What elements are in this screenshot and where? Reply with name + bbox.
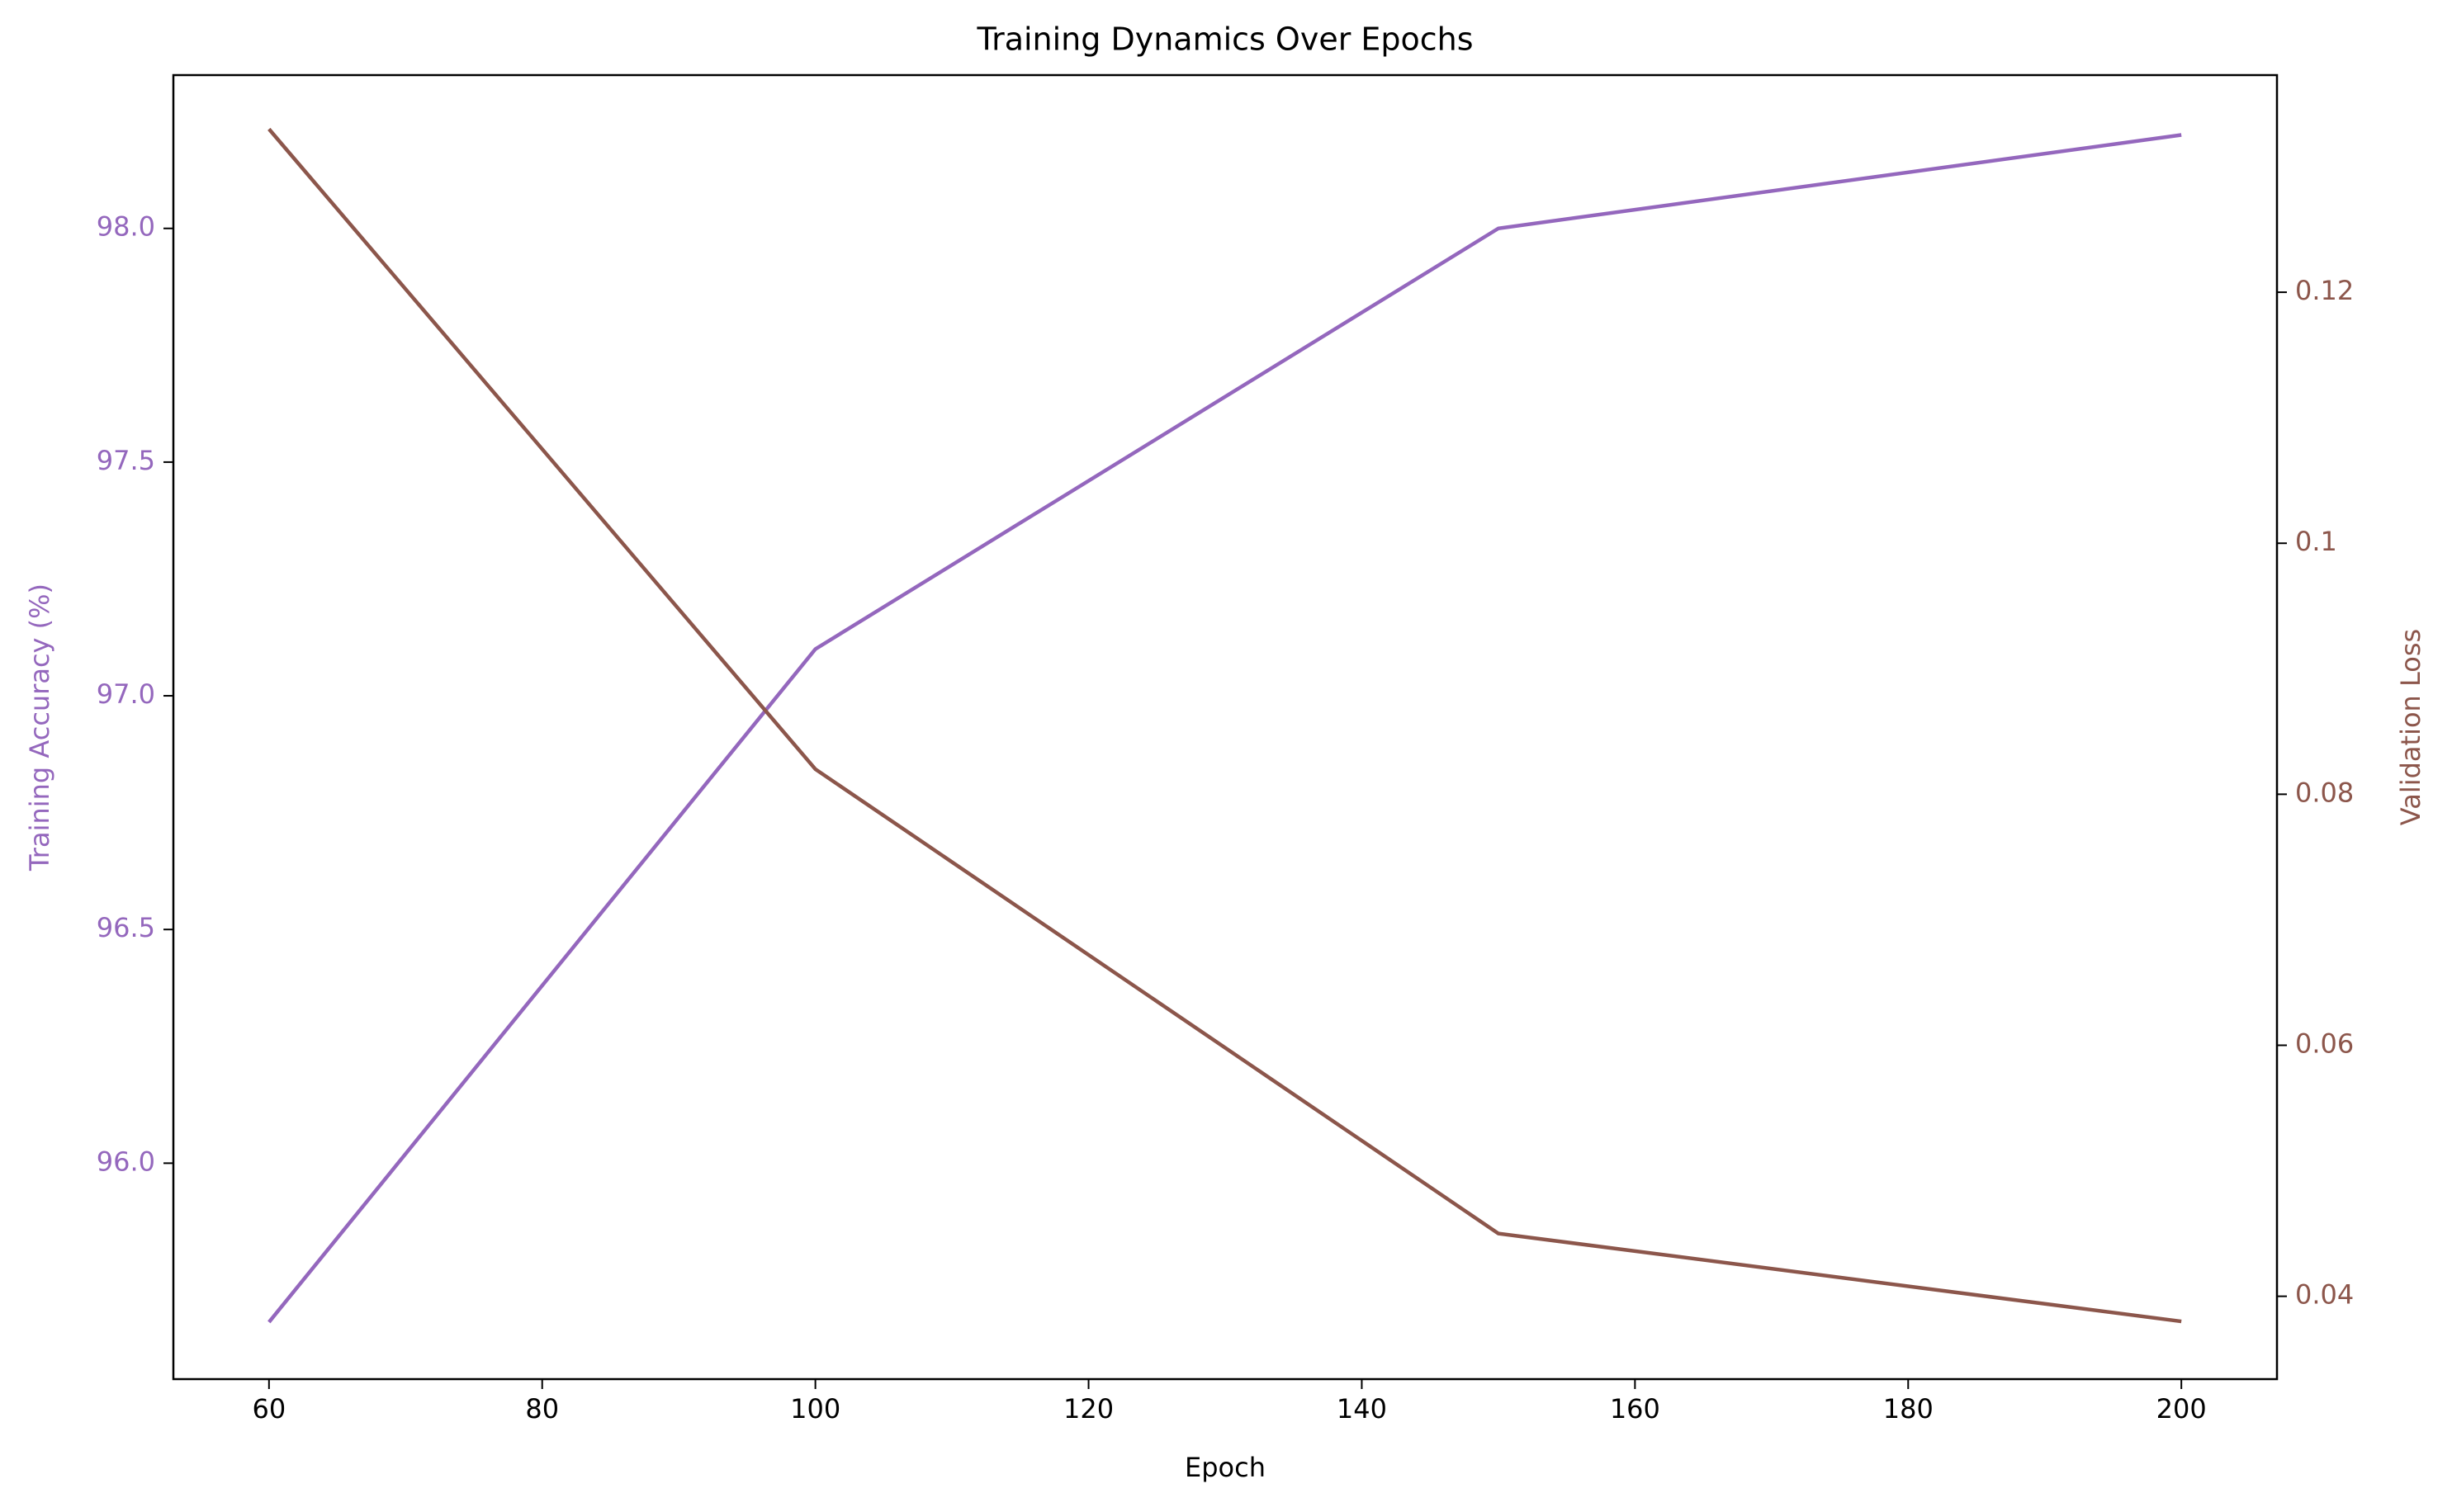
y-tick-label: 97.5 [97,445,155,476]
x-tick-label: 120 [1063,1393,1114,1425]
x-axis-label: Epoch [1185,1452,1266,1483]
plot-frame [172,73,2279,1381]
y2-tick-label: 0.04 [2295,1279,2354,1311]
y2-tick-label: 0.12 [2295,275,2354,306]
x-tick-label: 200 [2156,1393,2207,1425]
series-line [267,133,2182,1324]
y2-axis-label: Validation Loss [2395,629,2426,825]
y-tick-label: 97.0 [97,678,155,710]
x-tick-label: 60 [252,1393,286,1425]
series-line [267,127,2182,1324]
x-tick-label: 100 [790,1393,840,1425]
y-tick-label: 96.0 [97,1146,155,1177]
x-tick-label: 160 [1610,1393,1660,1425]
y2-tick-label: 0.1 [2295,526,2337,557]
y-axis-label: Training Accuracy (%) [24,584,55,872]
y-tick-label: 96.5 [97,912,155,943]
chart-title: Training Dynamics Over Epochs [976,21,1473,58]
x-tick-label: 80 [525,1393,559,1425]
y2-tick-label: 0.06 [2295,1028,2354,1059]
x-tick-label: 140 [1337,1393,1387,1425]
y-tick-label: 98.0 [97,211,155,243]
x-tick-label: 180 [1883,1393,1934,1425]
y2-tick-label: 0.08 [2295,777,2354,808]
